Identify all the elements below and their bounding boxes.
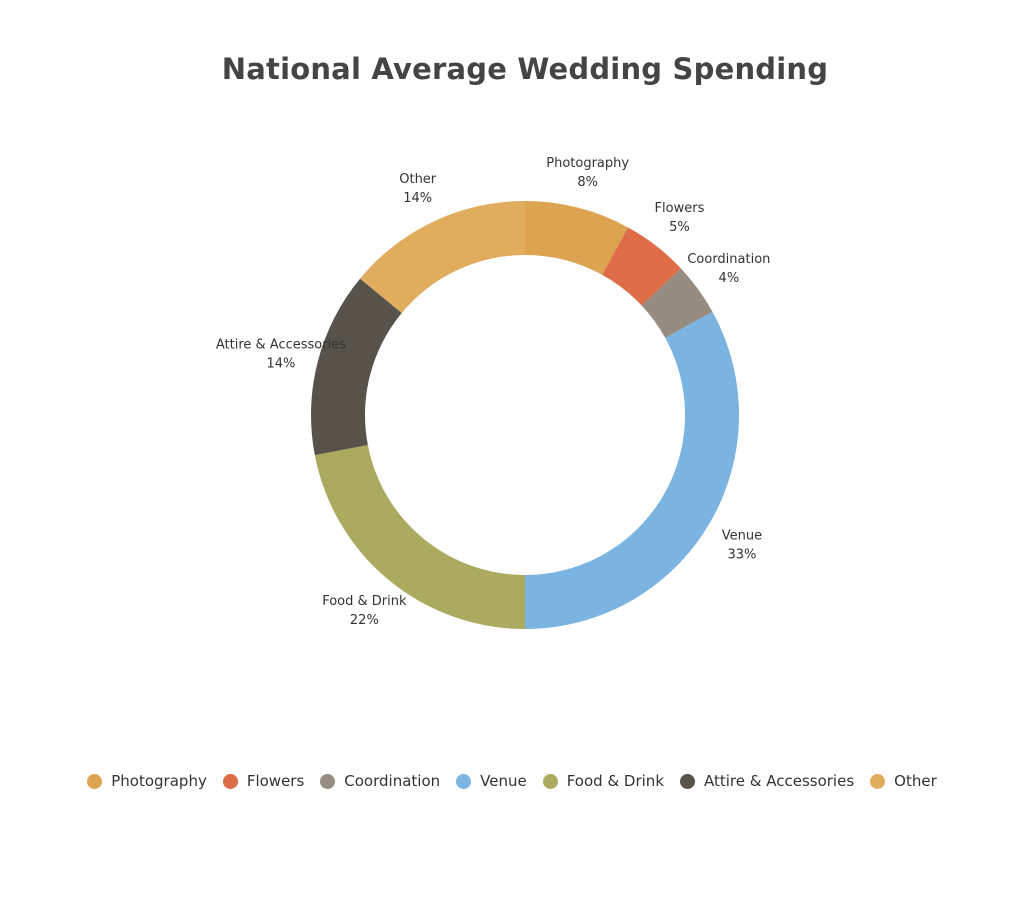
legend-swatch [870, 773, 886, 789]
legend-item-photography: Photography [87, 772, 207, 790]
slice-label-name: Flowers [655, 201, 705, 216]
legend-label: Food & Drink [566, 772, 664, 790]
slice-label-photography: Photography 8% [546, 156, 629, 190]
slice-label-name: Photography [546, 156, 629, 171]
slice-label-name: Coordination [687, 252, 770, 267]
legend-item-flowers: Flowers [222, 772, 305, 790]
legend-item-other: Other [870, 772, 937, 790]
slice-coordination [641, 268, 713, 338]
legend-label: Flowers [246, 772, 305, 790]
slice-label-value: 8% [577, 175, 598, 190]
labels-group: Photography 8% Flowers 5% Coordination 4% Venu… [216, 156, 771, 628]
slice-label-value: 5% [669, 220, 690, 235]
slice-label-name: Attire & Accessories [216, 337, 346, 352]
legend-swatch [542, 773, 558, 789]
slices-group [311, 201, 739, 629]
legend-label: Photography [111, 772, 207, 790]
legend: Photography Flowers Coordination Venue Food … [0, 772, 1024, 790]
slice-attire-and-accessories [311, 278, 402, 456]
slice-other [360, 201, 525, 314]
slice-label-coordination: Coordination 4% [687, 252, 770, 286]
slice-label-value: 33% [727, 547, 756, 562]
legend-item-venue: Venue [456, 772, 527, 790]
legend-item-attire-and-accessories: Attire & Accessories [680, 772, 854, 790]
slice-label-name: Food & Drink [322, 594, 407, 609]
legend-label: Attire & Accessories [704, 772, 855, 790]
legend-swatch [456, 773, 472, 789]
donut-chart: Photography 8% Flowers 5% Coordination 4% Venu… [216, 156, 771, 629]
slice-photography [525, 201, 629, 275]
slice-label-value: 4% [719, 271, 740, 286]
legend-label: Coordination [344, 772, 441, 790]
legend-swatch [222, 773, 238, 789]
slice-food-and-drink [314, 444, 525, 629]
slice-flowers [602, 227, 681, 306]
slice-label-name: Other [399, 172, 437, 187]
chart-title: National Average Wedding Spending [221, 52, 829, 86]
slice-label-name: Venue [722, 528, 762, 543]
legend-item-food-and-drink: Food & Drink [542, 772, 664, 790]
legend-swatch [680, 773, 695, 789]
legend-label: Other [894, 772, 937, 790]
slice-venue [525, 311, 739, 629]
slice-label-attire-and-accessories: Attire & Accessories 14% [216, 337, 346, 371]
slice-label-venue: Venue 33% [722, 528, 762, 562]
slice-label-other: Other 14% [399, 172, 437, 206]
slice-label-value: 14% [266, 356, 295, 371]
slice-label-value: 14% [403, 191, 432, 206]
legend-swatch [320, 773, 336, 789]
legend-label: Venue [480, 772, 527, 790]
slice-label-flowers: Flowers 5% [655, 201, 705, 235]
slice-label-food-and-drink: Food & Drink 22% [322, 594, 407, 628]
legend-item-coordination: Coordination [320, 772, 440, 790]
slice-label-value: 22% [350, 613, 379, 628]
legend-swatch [87, 773, 103, 789]
